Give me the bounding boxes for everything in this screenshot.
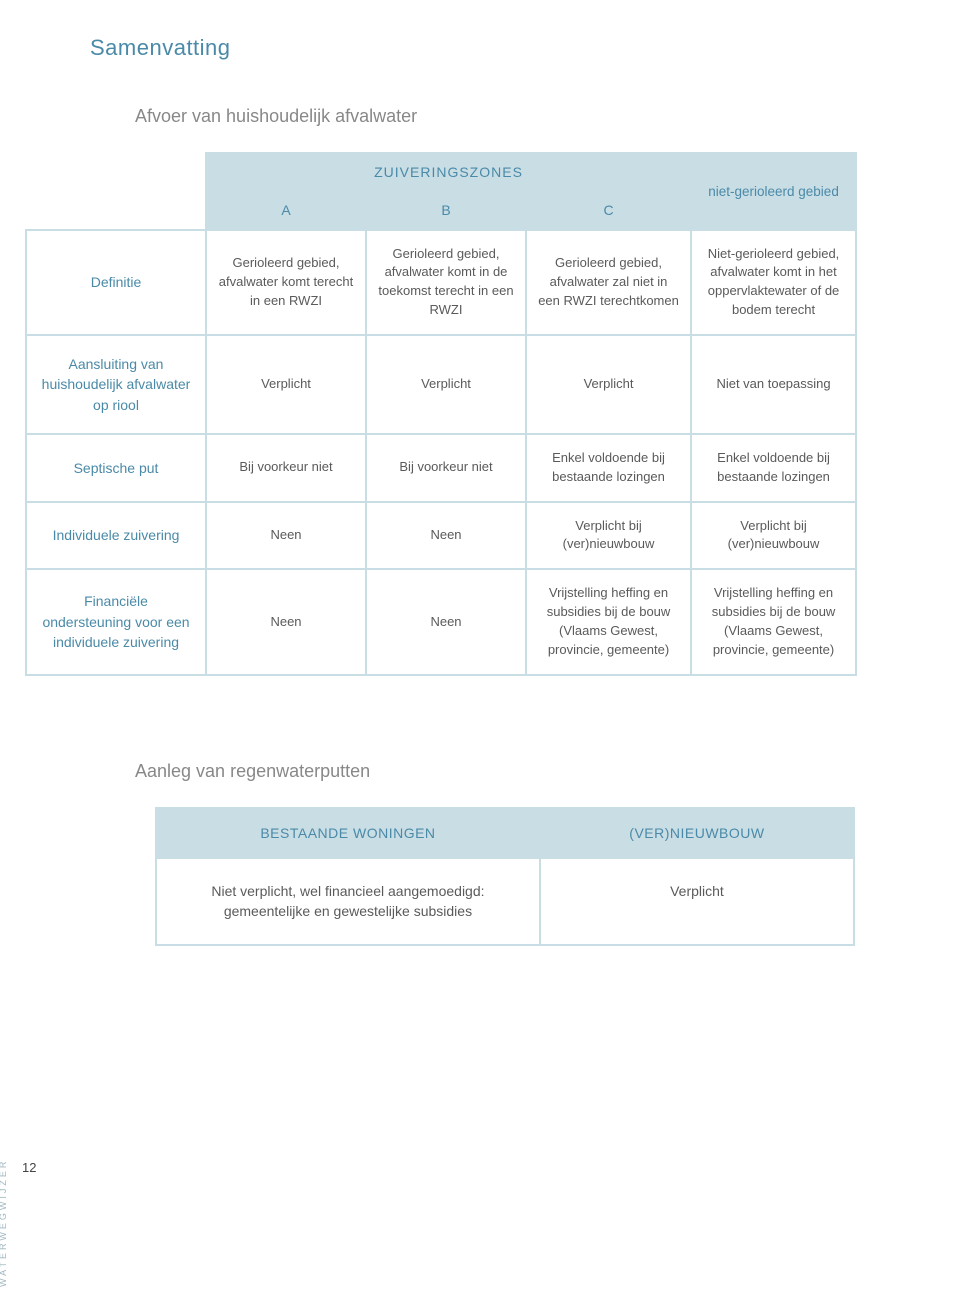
cell-bestaande: Niet verplicht, wel financieel aangemoed… — [156, 858, 540, 945]
cell: Gerioleerd gebied, afvalwater komt in de… — [366, 230, 526, 335]
table-row: Niet verplicht, wel financieel aangemoed… — [156, 858, 854, 945]
cell: Neen — [206, 569, 366, 674]
header-zones: ZUIVERINGSZONES — [206, 153, 691, 191]
table-row: Individuele zuivering Neen Neen Verplich… — [26, 502, 856, 570]
cell: Neen — [206, 502, 366, 570]
header-col-c: C — [526, 191, 691, 229]
page: Samenvatting Afvoer van huishoudelijk af… — [0, 0, 960, 1313]
section1-title: Afvoer van huishoudelijk afvalwater — [135, 106, 925, 127]
table-row: Financiële ondersteuning voor een indivi… — [26, 569, 856, 674]
row-label-individuele: Individuele zuivering — [26, 502, 206, 570]
section2-title: Aanleg van regenwaterputten — [135, 761, 925, 782]
table-row: Definitie Gerioleerd gebied, afvalwater … — [26, 230, 856, 335]
header-col-b: B — [366, 191, 526, 229]
row-label-financiele: Financiële ondersteuning voor een indivi… — [26, 569, 206, 674]
row-label-septische: Septische put — [26, 434, 206, 502]
cell: Gerioleerd gebied, afvalwater komt terec… — [206, 230, 366, 335]
row-label-aansluiting: Aansluiting van huishoudelijk afvalwater… — [26, 335, 206, 434]
cell: Bij voorkeur niet — [206, 434, 366, 502]
cell: Gerioleerd gebied, afvalwater zal niet i… — [526, 230, 691, 335]
table-row: Aansluiting van huishoudelijk afvalwater… — [26, 335, 856, 434]
cell: Vrijstelling heffing en subsidies bij de… — [526, 569, 691, 674]
cell: Enkel voldoende bij bestaande lozingen — [526, 434, 691, 502]
table-regenwaterputten: BESTAANDE WONINGEN (VER)NIEUWBOUW Niet v… — [155, 807, 855, 946]
table-row: ZUIVERINGSZONES niet-gerioleerd gebied — [26, 153, 856, 191]
header-bestaande: BESTAANDE WONINGEN — [156, 808, 540, 858]
cell: Niet-gerioleerd gebied, afvalwater komt … — [691, 230, 856, 335]
header-nieuwbouw: (VER)NIEUWBOUW — [540, 808, 854, 858]
page-number: 12 — [22, 1160, 36, 1175]
table-row: Septische put Bij voorkeur niet Bij voor… — [26, 434, 856, 502]
table-afvalwater: ZUIVERINGSZONES niet-gerioleerd gebied A… — [25, 152, 857, 676]
cell: Enkel voldoende bij bestaande lozingen — [691, 434, 856, 502]
cell: Bij voorkeur niet — [366, 434, 526, 502]
row-label-definitie: Definitie — [26, 230, 206, 335]
cell: Neen — [366, 569, 526, 674]
cell: Neen — [366, 502, 526, 570]
header-col-a: A — [206, 191, 366, 229]
cell: Vrijstelling heffing en subsidies bij de… — [691, 569, 856, 674]
cell: Verplicht — [206, 335, 366, 434]
header-niet-gerioleerd: niet-gerioleerd gebied — [691, 153, 856, 230]
table-row: BESTAANDE WONINGEN (VER)NIEUWBOUW — [156, 808, 854, 858]
cell: Verplicht bij (ver)nieuwbouw — [526, 502, 691, 570]
empty-cell — [26, 153, 206, 230]
side-label: WATERWEGWIJZER — [0, 1159, 8, 1287]
cell: Verplicht — [366, 335, 526, 434]
cell: Niet van toepassing — [691, 335, 856, 434]
cell: Verplicht bij (ver)nieuwbouw — [691, 502, 856, 570]
page-title: Samenvatting — [90, 35, 925, 61]
cell: Verplicht — [526, 335, 691, 434]
cell-nieuwbouw: Verplicht — [540, 858, 854, 945]
